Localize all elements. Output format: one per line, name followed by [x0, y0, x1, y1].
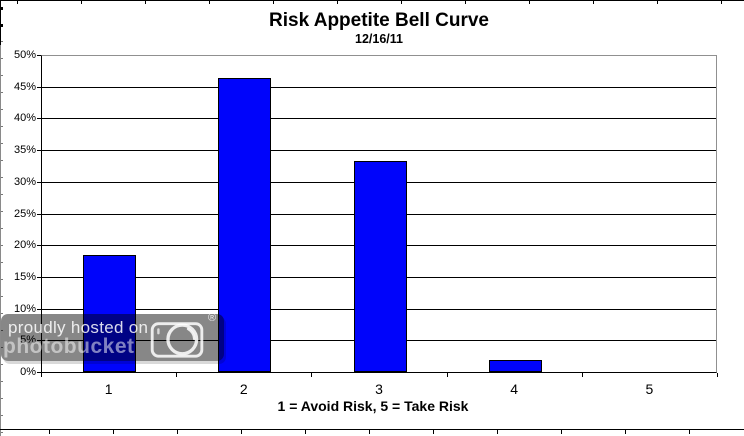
- y-axis-label: 40%: [13, 112, 36, 125]
- x-axis-tick: [311, 373, 312, 377]
- y-axis-tick: [37, 213, 41, 215]
- y-axis-label: 50%: [13, 49, 36, 61]
- registered-trademark-icon: ®: [208, 312, 217, 324]
- chart-title: Risk Appetite Bell Curve: [269, 10, 489, 31]
- y-axis-label: 30%: [13, 175, 36, 188]
- camera-icon: [150, 322, 204, 358]
- x-axis-tick: [176, 373, 177, 377]
- y-axis-tick: [37, 276, 41, 278]
- bar-category-1: [83, 255, 137, 372]
- y-axis-label: 20%: [13, 239, 36, 252]
- spreadsheet-edge-bottom: [0, 429, 744, 436]
- bar-category-4: [488, 360, 542, 372]
- chart-subtitle: 12/16/11: [355, 32, 403, 46]
- y-axis-tick: [37, 372, 41, 373]
- gridline: [42, 150, 716, 152]
- y-axis-label: 10%: [13, 302, 36, 315]
- x-axis-label: 2: [239, 381, 248, 397]
- x-axis-tick: [447, 373, 448, 377]
- x-axis-label: 1: [104, 381, 113, 397]
- y-axis-tick: [37, 245, 41, 247]
- plot-area: [41, 55, 717, 373]
- bar-category-3: [353, 161, 407, 372]
- spreadsheet-edge-top: [0, 0, 744, 5]
- x-axis-label: 4: [510, 381, 519, 397]
- y-axis-tick: [37, 55, 41, 56]
- y-axis-tick: [37, 118, 41, 120]
- y-axis-label: 15%: [13, 270, 36, 283]
- x-axis-tick: [717, 373, 718, 377]
- photobucket-watermark: proudly hosted on photobucket ®: [1, 312, 224, 361]
- y-axis-tick: [37, 308, 41, 310]
- gridline: [42, 86, 716, 88]
- bar-category-2: [218, 78, 272, 372]
- watermark-text-line1: proudly hosted on: [8, 318, 149, 337]
- x-axis-tick: [41, 373, 42, 377]
- y-axis-label: 35%: [13, 144, 36, 157]
- y-axis-label: 0%: [20, 366, 36, 378]
- watermark-text-line2: photobucket: [3, 335, 135, 358]
- y-axis-tick: [37, 340, 41, 342]
- y-axis-label: 25%: [13, 207, 36, 220]
- x-axis-label: 3: [375, 381, 383, 397]
- y-axis-label: 5%: [20, 334, 36, 347]
- y-axis-tick: [37, 181, 41, 183]
- y-axis-label: 45%: [13, 80, 36, 93]
- y-axis-tick: [37, 86, 41, 88]
- y-axis-tick: [37, 150, 41, 152]
- gridline: [42, 118, 716, 120]
- x-axis-label: 5: [645, 381, 654, 397]
- x-axis-tick: [582, 373, 583, 377]
- x-axis-title: 1 = Avoid Risk, 5 = Take Risk: [277, 398, 469, 414]
